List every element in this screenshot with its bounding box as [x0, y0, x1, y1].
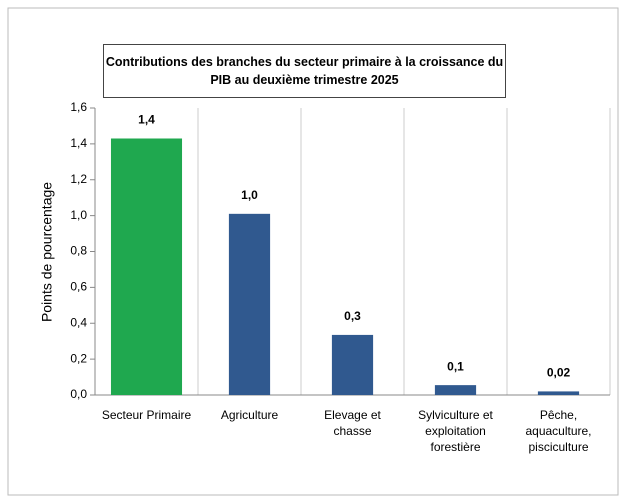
x-tick-label: Elevage et chasse [324, 408, 381, 438]
y-tick-label: 1,4 [70, 136, 87, 150]
value-label: 0,1 [447, 359, 464, 373]
y-tick-label: 1,0 [70, 208, 87, 222]
y-tick-label: 0,4 [70, 315, 87, 329]
x-tick-label: Agriculture [220, 408, 279, 422]
value-label: 0,02 [547, 366, 571, 380]
bar [110, 138, 183, 395]
y-tick-label: 0,2 [70, 351, 87, 365]
y-tick-label: 0,8 [70, 244, 87, 258]
y-tick-label: 0,0 [70, 387, 87, 401]
bar [331, 334, 374, 395]
value-label: 1,0 [241, 188, 258, 202]
x-tick-label: Pêche, aquaculture, pisciculture [525, 408, 592, 454]
y-tick-label: 0,6 [70, 280, 87, 294]
y-tick-label: 1,2 [70, 172, 87, 186]
value-label: 0,3 [344, 309, 361, 323]
bar [228, 213, 271, 395]
y-tick-label: 1,6 [70, 100, 87, 114]
x-tick-label: Sylviculture et exploitation forestière [418, 408, 493, 454]
value-label: 1,4 [138, 113, 155, 127]
y-axis-label: Points de pourcentage [39, 182, 55, 322]
x-tick-label: Secteur Primaire [101, 408, 192, 422]
bar [434, 385, 477, 395]
bar [537, 391, 580, 395]
chart-title: Contributions des branches du secteur pr… [103, 44, 506, 98]
